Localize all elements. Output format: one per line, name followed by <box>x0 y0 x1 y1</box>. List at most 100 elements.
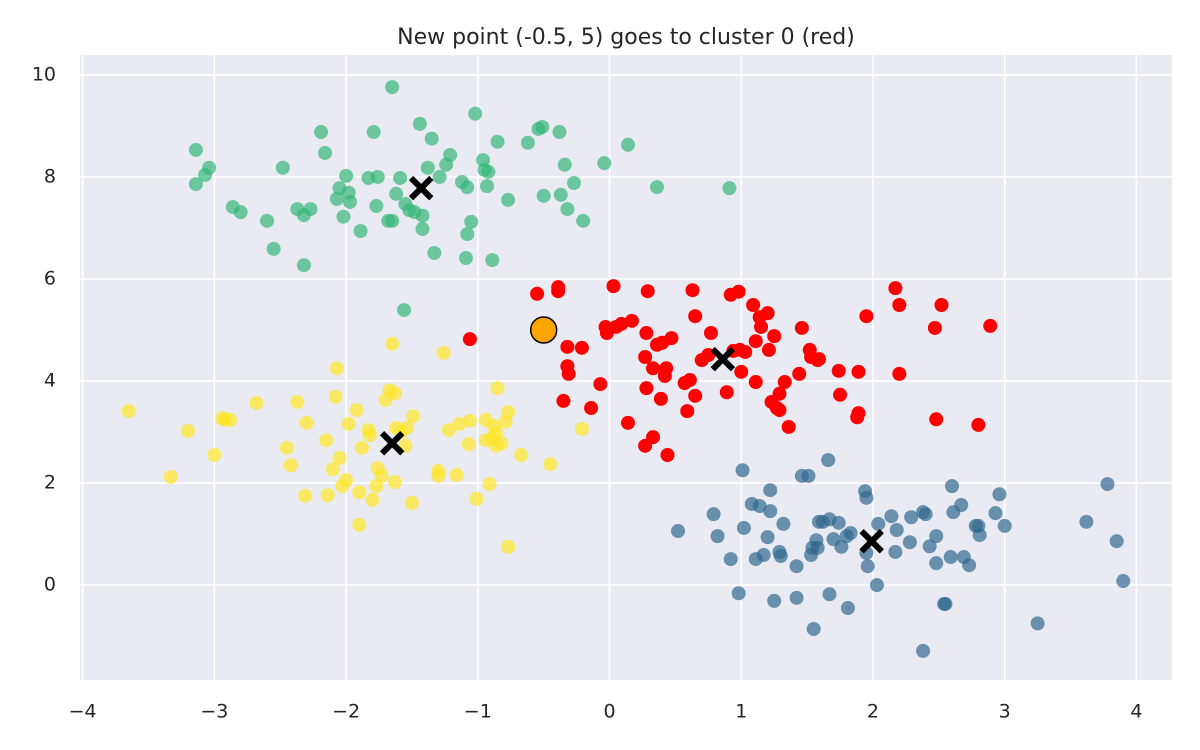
data-point <box>385 213 400 228</box>
data-point <box>584 401 599 416</box>
x-tick-label: 3 <box>999 701 1011 723</box>
data-point <box>485 253 500 268</box>
data-point <box>188 142 203 157</box>
data-point <box>706 507 721 522</box>
data-point <box>736 520 751 535</box>
data-point <box>884 509 899 524</box>
data-point <box>530 286 545 301</box>
data-point <box>328 389 343 404</box>
data-point <box>943 550 958 565</box>
data-point <box>685 283 700 298</box>
data-point <box>640 284 655 299</box>
x-tick-label: 0 <box>603 701 615 723</box>
data-point <box>869 578 884 593</box>
data-point <box>329 191 344 206</box>
data-point <box>325 462 340 477</box>
data-point <box>279 440 294 455</box>
data-point <box>748 334 763 349</box>
data-point <box>735 463 750 478</box>
x-tick-label: 1 <box>735 701 747 723</box>
data-point <box>385 336 400 351</box>
data-point <box>703 326 718 341</box>
data-point <box>443 148 458 162</box>
data-point <box>318 145 333 160</box>
data-point <box>460 227 475 242</box>
new-point <box>529 316 558 344</box>
data-point <box>393 170 408 185</box>
data-point <box>646 361 661 376</box>
data-point <box>424 131 439 146</box>
data-point <box>954 498 969 512</box>
data-point <box>889 523 904 537</box>
data-point <box>469 491 484 506</box>
data-point <box>752 499 767 514</box>
data-point <box>319 433 334 448</box>
data-point <box>988 506 1003 521</box>
data-point <box>188 177 203 192</box>
y-tick-label: 6 <box>44 267 56 289</box>
data-point <box>420 160 435 175</box>
data-point <box>399 420 414 435</box>
data-point <box>415 208 430 223</box>
data-point <box>249 395 264 410</box>
data-point <box>731 586 746 601</box>
data-point <box>374 468 389 483</box>
data-point <box>710 529 725 544</box>
data-point <box>557 157 572 172</box>
data-point <box>336 209 351 224</box>
data-point <box>387 386 402 401</box>
data-point <box>927 320 942 335</box>
data-point <box>624 313 639 328</box>
data-point <box>339 168 354 183</box>
data-point <box>859 490 874 505</box>
data-point <box>801 468 816 483</box>
data-point <box>332 451 347 466</box>
data-point <box>1079 514 1094 529</box>
data-point <box>468 106 483 121</box>
data-point <box>436 345 451 360</box>
y-tick-label: 8 <box>44 165 56 187</box>
data-point <box>760 306 775 321</box>
data-point <box>671 524 686 539</box>
centroid-marker <box>379 431 405 456</box>
data-point <box>462 413 477 428</box>
data-point <box>366 125 381 140</box>
data-point <box>659 361 674 376</box>
data-point <box>860 559 875 574</box>
data-point <box>461 437 476 452</box>
data-point <box>566 176 581 191</box>
data-point <box>415 221 430 236</box>
data-point <box>649 180 664 195</box>
data-point <box>934 298 949 312</box>
data-point <box>734 364 749 379</box>
data-point <box>767 329 782 344</box>
data-point <box>181 424 196 439</box>
data-point <box>353 224 368 239</box>
data-point <box>431 468 446 483</box>
data-point <box>341 416 356 431</box>
data-point <box>614 316 629 331</box>
data-point <box>892 366 907 381</box>
data-point <box>283 458 298 473</box>
data-point <box>904 510 919 525</box>
data-point <box>464 214 479 229</box>
data-point <box>593 377 608 392</box>
data-point <box>349 403 364 418</box>
data-point <box>789 559 804 574</box>
data-point <box>688 388 703 403</box>
data-point <box>811 352 826 367</box>
data-point <box>810 540 825 555</box>
data-point <box>303 202 318 217</box>
data-point <box>719 385 734 400</box>
data-point <box>266 241 281 256</box>
data-point <box>916 643 931 658</box>
data-point <box>731 284 746 299</box>
data-point <box>929 529 944 544</box>
data-point <box>406 409 421 424</box>
y-tick-label: 2 <box>44 472 56 494</box>
data-point <box>834 539 849 554</box>
x-tick-label: 2 <box>867 701 879 723</box>
data-point <box>888 544 903 559</box>
data-point <box>756 548 771 562</box>
data-point <box>536 188 551 203</box>
